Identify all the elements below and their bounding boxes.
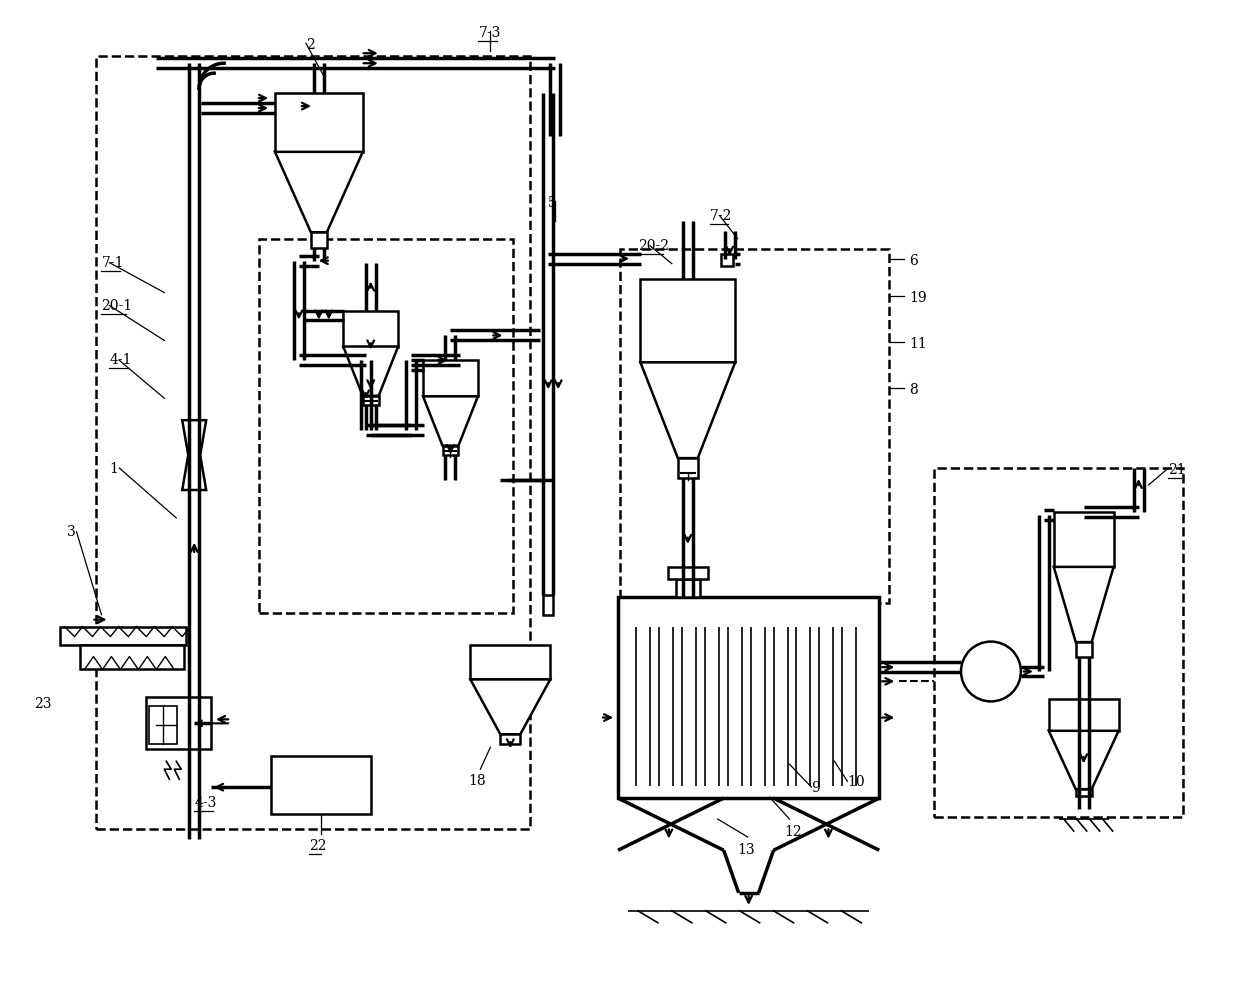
Text: 2: 2 (306, 38, 315, 52)
Bar (443, 446, 459, 455)
Polygon shape (1049, 731, 1118, 790)
Text: 12: 12 (785, 825, 802, 839)
Text: 10: 10 (847, 775, 866, 790)
Text: 1: 1 (109, 463, 118, 476)
Bar (618, 597, 879, 798)
Bar (146, 697, 211, 749)
Text: 8: 8 (909, 383, 918, 398)
Polygon shape (275, 152, 363, 232)
Bar (259, 239, 513, 613)
Polygon shape (343, 347, 398, 396)
Bar (275, 93, 363, 152)
Text: 7-2: 7-2 (709, 209, 732, 223)
Text: 11: 11 (909, 338, 928, 352)
Bar (79, 644, 185, 670)
Text: 13: 13 (738, 843, 755, 857)
Bar (678, 458, 698, 478)
Text: 22: 22 (309, 839, 326, 853)
Bar (272, 756, 371, 814)
Bar (1076, 642, 1091, 657)
Polygon shape (470, 680, 551, 735)
Bar (1049, 699, 1118, 731)
Polygon shape (1054, 567, 1114, 642)
Text: 5: 5 (548, 195, 557, 210)
Text: 4-3: 4-3 (195, 796, 217, 810)
Text: 20-1: 20-1 (102, 299, 133, 312)
Text: 23: 23 (33, 697, 51, 711)
Bar (1076, 790, 1091, 796)
Polygon shape (640, 362, 735, 458)
Text: 19: 19 (909, 291, 926, 304)
Bar (543, 595, 553, 615)
Text: 21: 21 (1168, 464, 1187, 477)
Bar (500, 735, 521, 744)
Text: 7-1: 7-1 (102, 255, 124, 270)
Bar (620, 248, 889, 603)
Text: 18: 18 (469, 774, 486, 789)
Bar (668, 567, 708, 578)
Bar (311, 232, 327, 247)
Bar (149, 706, 177, 744)
Polygon shape (182, 420, 206, 490)
Bar (676, 578, 699, 597)
Bar (97, 56, 531, 829)
Text: 6: 6 (909, 253, 918, 268)
Text: 20-2: 20-2 (637, 239, 668, 252)
Bar (343, 310, 398, 347)
Bar (934, 468, 1183, 817)
Bar (60, 627, 186, 644)
Text: 4-1: 4-1 (109, 354, 131, 367)
Polygon shape (423, 397, 477, 446)
Bar (363, 396, 378, 406)
Text: 3: 3 (67, 525, 76, 539)
Text: 7-3: 7-3 (479, 27, 501, 40)
Bar (1054, 512, 1114, 567)
Bar (423, 360, 477, 397)
Bar (470, 644, 551, 680)
Bar (720, 253, 733, 266)
Bar (640, 279, 735, 362)
Text: 9: 9 (811, 781, 820, 795)
